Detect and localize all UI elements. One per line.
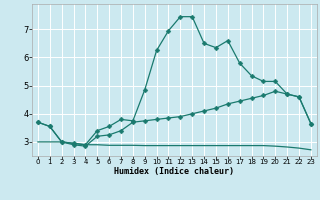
X-axis label: Humidex (Indice chaleur): Humidex (Indice chaleur) <box>115 167 234 176</box>
